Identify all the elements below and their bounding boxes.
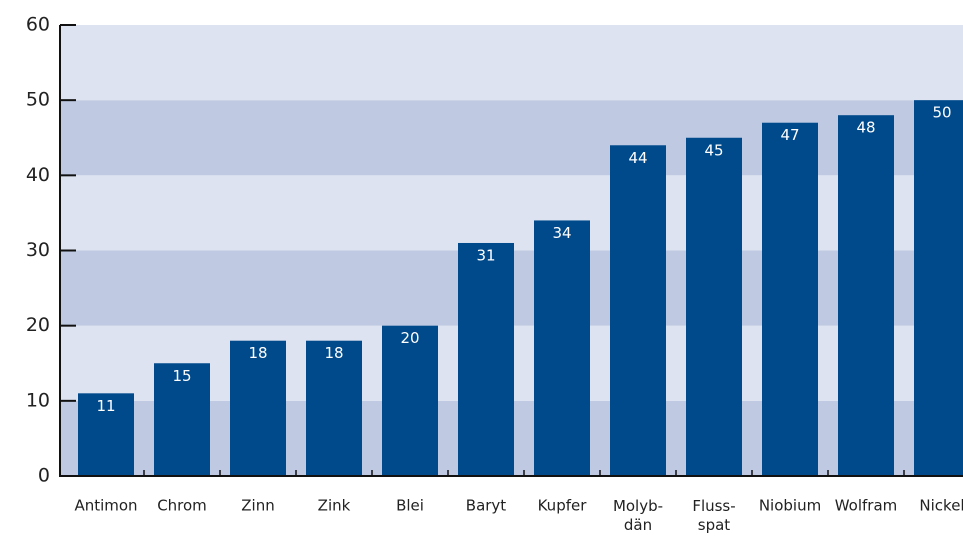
- bar: [458, 242, 514, 476]
- bar: [154, 363, 210, 476]
- y-tick-label: 20: [26, 314, 50, 336]
- x-tick-label: Molyb-dän: [613, 497, 663, 534]
- x-tick-label: Antimon: [74, 497, 137, 515]
- value-label: 48: [856, 119, 875, 137]
- value-label: 47: [780, 126, 799, 144]
- value-label: 45: [704, 141, 723, 159]
- bar: [382, 325, 438, 476]
- y-tick-label: 50: [26, 89, 50, 111]
- background-band: [60, 100, 963, 176]
- x-tick-label: Fluss-spat: [692, 497, 735, 534]
- x-tick-label: Kupfer: [538, 497, 588, 515]
- value-label: 34: [552, 224, 571, 242]
- value-label: 50: [932, 104, 951, 122]
- value-label: 18: [324, 344, 343, 362]
- bar: [762, 122, 818, 476]
- x-tick-label: Wolfram: [835, 497, 898, 515]
- x-tick-label: Blei: [396, 497, 424, 515]
- background-band: [60, 175, 963, 251]
- y-tick-label: 10: [26, 389, 50, 411]
- value-label: 31: [476, 246, 495, 264]
- value-label: 15: [172, 367, 191, 385]
- value-label: 44: [628, 149, 647, 167]
- bar: [306, 340, 362, 476]
- x-tick-label: Chrom: [157, 497, 207, 515]
- value-label: 18: [248, 344, 267, 362]
- bar: [78, 393, 134, 476]
- y-tick-label: 0: [38, 465, 50, 487]
- value-label: 11: [96, 397, 115, 415]
- y-tick-label: 40: [26, 164, 50, 186]
- x-tick-label: Zink: [318, 497, 351, 515]
- bar: [534, 220, 590, 476]
- x-tick-label: Zinn: [241, 497, 274, 515]
- bar: [838, 115, 894, 476]
- bar: [610, 145, 666, 476]
- bar: [686, 137, 742, 476]
- x-tick-label: Niobium: [759, 497, 821, 515]
- bar: [914, 100, 963, 477]
- value-label: 20: [400, 329, 419, 347]
- background-band: [60, 25, 963, 101]
- x-tick-label: Baryt: [466, 497, 507, 515]
- y-tick-label: 30: [26, 239, 50, 261]
- bar: [230, 340, 286, 476]
- y-tick-label: 60: [26, 14, 50, 36]
- x-tick-label: Nickel: [919, 497, 963, 515]
